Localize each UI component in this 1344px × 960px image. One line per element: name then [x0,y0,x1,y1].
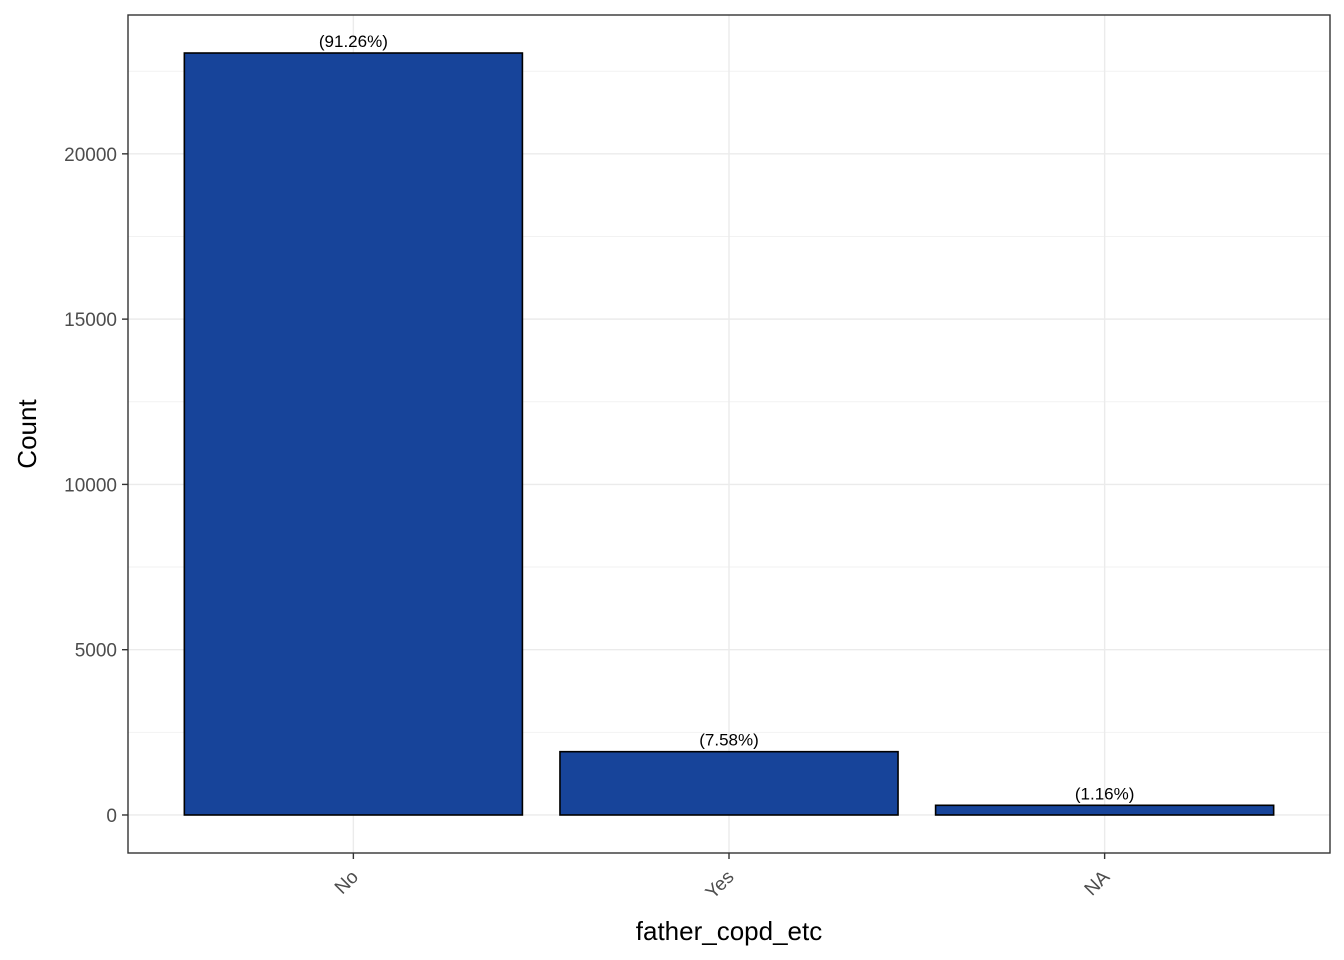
y-tick-label: 0 [106,806,117,827]
data-label: (91.26%) [319,32,388,51]
bar-yes [559,750,899,816]
x-axis-title: father_copd_etc [636,916,822,946]
data-labels: (91.26%) (7.58%) (1.16%) [319,32,1135,803]
bar-na [934,804,1275,816]
y-tick-label: 15000 [64,310,117,331]
y-axis-title: Count [12,399,42,469]
y-axis-ticks: 0 5000 10000 15000 20000 [64,145,128,827]
y-tick-label: 20000 [64,145,117,166]
bars [183,52,1275,816]
data-label: (7.58%) [699,731,759,750]
y-tick-label: 5000 [75,641,117,662]
y-tick-label: 10000 [64,475,117,496]
data-label: (1.16%) [1075,784,1135,803]
bar-no [183,52,524,816]
